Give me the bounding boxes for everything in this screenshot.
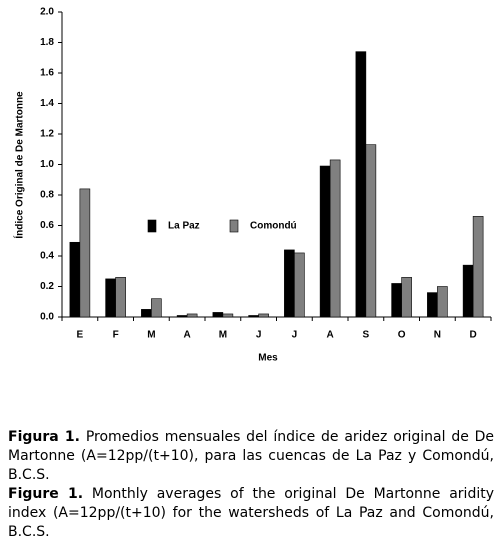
y-tick-label: 1.2 <box>40 129 54 140</box>
caption: Figura 1. Promedios mensuales del índice… <box>8 428 494 542</box>
x-tick-label: M <box>219 330 227 341</box>
bar <box>329 159 341 318</box>
x-tick-label: S <box>363 330 370 341</box>
bar <box>437 286 448 318</box>
bar <box>472 216 484 318</box>
bar <box>258 313 269 318</box>
bar <box>176 315 188 318</box>
x-tick-label: O <box>398 330 406 341</box>
bar <box>141 309 152 318</box>
bar <box>401 277 412 318</box>
y-tick-label: 2.0 <box>40 7 54 18</box>
x-tick-label: D <box>470 330 477 341</box>
bar <box>319 165 331 318</box>
legend-label: La Paz <box>168 221 200 232</box>
x-tick-label: E <box>77 330 84 341</box>
bar <box>391 283 402 318</box>
bar <box>105 278 116 318</box>
bar <box>248 315 259 318</box>
bar <box>212 312 224 318</box>
bar <box>294 252 305 318</box>
bar <box>222 313 234 318</box>
legend-swatch <box>229 219 239 233</box>
y-tick-label: 0.6 <box>40 220 54 231</box>
y-tick-label: 1.6 <box>40 68 54 79</box>
bar <box>186 313 198 318</box>
caption-label: Figura 1. <box>8 429 80 445</box>
x-tick-label: N <box>434 330 441 341</box>
bar <box>79 188 91 318</box>
caption-text: Monthly averages of the original De Mart… <box>8 486 494 540</box>
y-tick-label: 1.8 <box>40 37 54 48</box>
x-tick-label: J <box>256 330 262 341</box>
y-tick-label: 1.4 <box>40 98 54 109</box>
y-tick-label: 1.0 <box>40 159 54 170</box>
caption-en: Figure 1. Monthly averages of the origin… <box>8 485 494 542</box>
bar <box>355 51 367 318</box>
bar <box>69 241 81 318</box>
legend-label: Comondú <box>250 221 297 232</box>
caption-es: Figura 1. Promedios mensuales del índice… <box>8 428 494 485</box>
legend-swatch <box>147 219 157 233</box>
bar <box>115 277 126 318</box>
chart: Índice Original de De Martonne Mes 0.0 0.… <box>13 7 492 364</box>
y-tick-label: 0.2 <box>40 281 54 292</box>
x-tick-label: A <box>327 330 334 341</box>
y-tick-label: 0.4 <box>40 251 54 262</box>
x-tick-label: M <box>147 330 155 341</box>
bar <box>427 292 438 318</box>
x-tick-label: A <box>184 330 191 341</box>
y-tick-label: 0.8 <box>40 190 54 201</box>
y-tick-label: 0.0 <box>40 312 54 323</box>
bar <box>462 264 474 318</box>
x-tick-label: J <box>292 330 298 341</box>
y-axis-label: Índice Original de De Martonne <box>13 91 26 239</box>
bar <box>284 249 295 318</box>
caption-text: Promedios mensuales del índice de aridez… <box>8 429 495 483</box>
bar <box>151 298 162 318</box>
x-axis-label: Mes <box>258 353 278 364</box>
bar <box>365 144 377 318</box>
caption-label: Figure 1. <box>8 486 84 502</box>
x-tick-label: F <box>113 330 119 341</box>
